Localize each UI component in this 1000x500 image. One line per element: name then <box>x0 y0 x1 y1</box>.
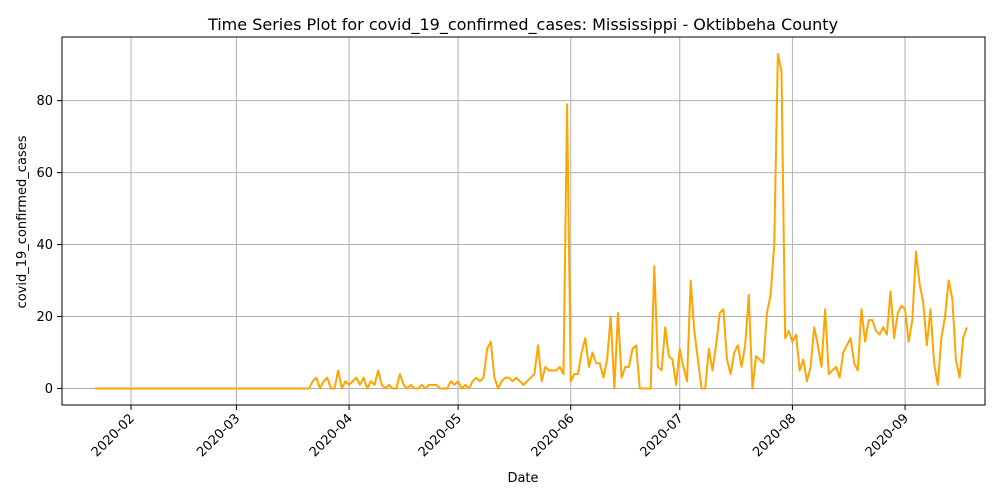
y-tick-label: 0 <box>45 382 53 397</box>
x-tick-label: 2020-07 <box>638 411 687 460</box>
x-axis-label: Date <box>507 471 538 486</box>
y-tick-label: 80 <box>36 94 53 109</box>
plot-area-frame <box>61 36 986 406</box>
x-tick-label: 2020-09 <box>863 411 912 460</box>
series-line-confirmed-cases <box>94 52 968 390</box>
x-tick-label: 2020-04 <box>307 411 356 460</box>
x-tick-label: 2020-08 <box>750 411 799 460</box>
y-tick-label: 20 <box>36 310 53 325</box>
grid-layer <box>62 37 985 405</box>
x-tick-label: 2020-03 <box>194 411 243 460</box>
x-tick-label: 2020-02 <box>89 411 138 460</box>
chart-title: Time Series Plot for covid_19_confirmed_… <box>207 15 838 35</box>
y-axis-label: covid_19_confirmed_cases <box>15 135 30 308</box>
x-tick-label: 2020-05 <box>416 411 465 460</box>
y-tick-label: 40 <box>36 238 53 253</box>
x-tick-label: 2020-06 <box>529 411 578 460</box>
y-tick-label: 60 <box>36 166 53 181</box>
